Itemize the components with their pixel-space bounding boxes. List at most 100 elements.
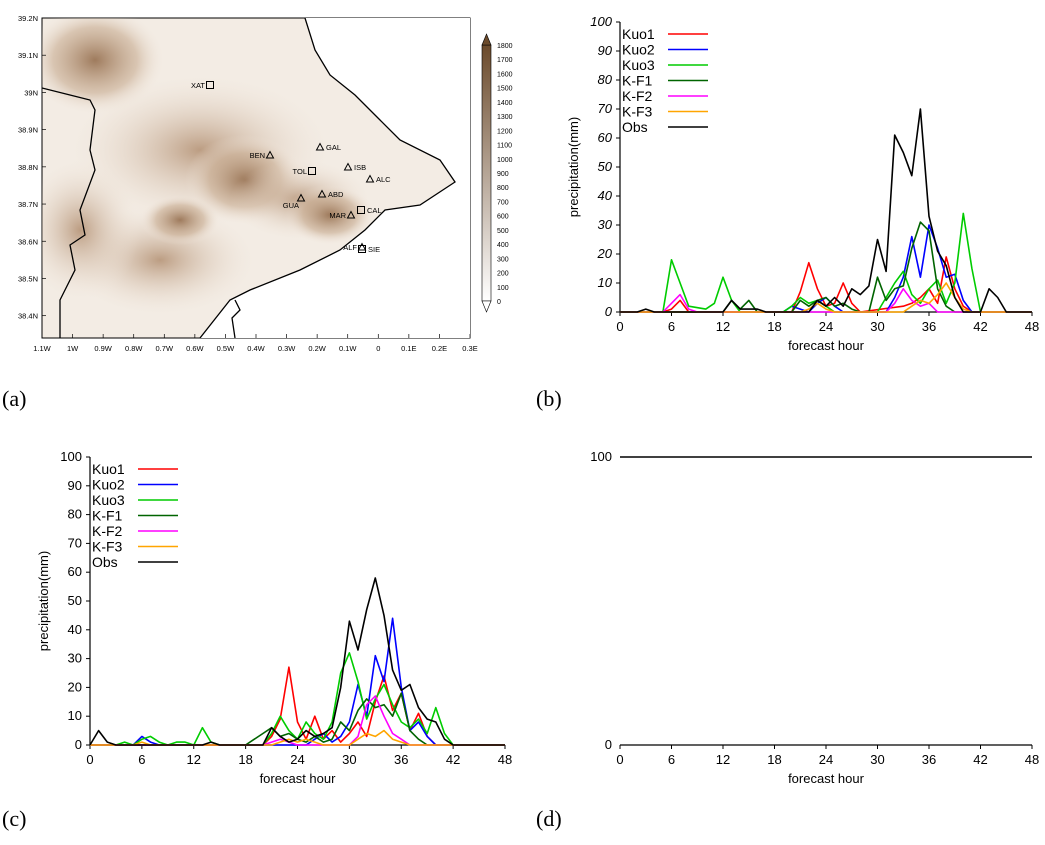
y-tick-label: 60	[598, 130, 613, 145]
panel-label-c: (c)	[2, 806, 27, 831]
colorbar-tick-label: 600	[497, 214, 509, 221]
x-tick-label: 24	[819, 319, 833, 334]
lon-tick-label: 1W	[67, 344, 79, 353]
x-tick-label: 6	[668, 319, 675, 334]
colorbar: 0 100 200 300 400 500 600 700 800 900 1000 1100 1200…	[481, 33, 513, 313]
station-label: ALC	[376, 175, 391, 184]
colorbar-tick-label: 700	[497, 199, 509, 206]
chart-c: 0 6 12 18 24 30 36 42 48 0 10 20 30 40 50 60 70 80 90 100 fo…	[36, 449, 512, 786]
x-tick-label: 42	[973, 752, 987, 767]
y-tick-label: 90	[598, 43, 613, 58]
legend-label: K-F1	[92, 508, 123, 524]
y-tick-label: 50	[68, 593, 82, 608]
lon-tick-label: 0.2W	[308, 344, 326, 353]
y-tick-label: 20	[597, 246, 613, 261]
legend-label: K-F2	[92, 523, 123, 539]
x-tick-label: 18	[238, 752, 252, 767]
x-tick-label: 0	[86, 752, 93, 767]
station-label: BEN	[250, 151, 265, 160]
y-tick-label: 0	[75, 737, 82, 752]
y-tick-label: 80	[68, 507, 82, 522]
lat-tick-label: 39.1N	[18, 51, 38, 60]
y-tick-label: 60	[68, 564, 82, 579]
station-square-marker	[358, 245, 366, 253]
terrain-shading	[42, 18, 470, 338]
x-tick-label: 30	[870, 752, 884, 767]
colorbar-tick-label: 800	[497, 185, 509, 192]
series-line-kuo2	[620, 224, 1032, 313]
x-tick-label: 48	[498, 752, 512, 767]
series-line-k-f2	[90, 695, 505, 746]
panel-label-d: (d)	[536, 806, 562, 831]
legend-label: Kuo3	[92, 492, 125, 508]
lat-tick-label: 38.7N	[18, 200, 38, 209]
coastline-borders	[42, 18, 456, 338]
y-tick-label: 90	[68, 478, 82, 493]
station-square-marker	[308, 167, 316, 175]
colorbar-tick-label: 0	[497, 299, 501, 306]
y-tick-label: 100	[590, 449, 612, 464]
y-tick-label: 40	[598, 188, 613, 203]
lon-tick-label: 0.2E	[432, 344, 447, 353]
lon-tick-label: 0.8W	[125, 344, 143, 353]
legend-label: K-F2	[622, 88, 653, 104]
lon-tick-label: 0.9W	[94, 344, 112, 353]
longitude-ticks: 1.1W 1W 0.9W 0.8W 0.7W 0.6W 0.5W 0.4W 0.3W 0.2W 0.…	[33, 334, 478, 353]
panel-d: 0 6 12 18 24 30 36 42 48 0 100 forecast hour (d)	[530, 440, 1045, 845]
colorbar-tick-label: 1800	[497, 43, 513, 50]
lon-tick-label: 1.1W	[33, 344, 51, 353]
colorbar-tick-label: 400	[497, 242, 509, 249]
lat-tick-label: 39N	[24, 88, 38, 97]
x-tick-label: 0	[616, 752, 623, 767]
y-tick-label: 30	[68, 651, 82, 666]
colorbar-tick-label: 200	[497, 271, 509, 278]
y-axis-label: precipitation(mm)	[566, 117, 581, 217]
legend-label: Kuo2	[622, 42, 655, 58]
y-tick-label: 10	[598, 275, 613, 290]
lon-tick-label: 0.7W	[156, 344, 174, 353]
x-axis-label: forecast hour	[260, 771, 337, 786]
x-tick-label: 48	[1025, 752, 1039, 767]
x-tick-label: 24	[290, 752, 304, 767]
legend-label: Kuo1	[92, 461, 125, 477]
y-tick-label: 40	[68, 622, 82, 637]
series-line-k-f1	[620, 221, 1032, 313]
x-tick-label: 12	[716, 752, 730, 767]
station-label: MAR	[329, 211, 346, 220]
station-label: XAT	[191, 81, 205, 90]
x-tick-label: 0	[616, 319, 623, 334]
colorbar-tick-label: 1200	[497, 128, 513, 135]
x-tick-label: 24	[819, 752, 833, 767]
legend-label: K-F1	[622, 73, 653, 89]
station-triangle-marker	[343, 162, 353, 171]
station-label: ISB	[354, 163, 366, 172]
x-axis-label: forecast hour	[788, 338, 865, 353]
y-tick-label: 50	[598, 159, 613, 174]
panel-c: 0 6 12 18 24 30 36 42 48 0 10 20 30 40 50 60 70 80 90 100 fo…	[0, 440, 520, 845]
x-tick-label: 6	[668, 752, 675, 767]
colorbar-tick-label: 1600	[497, 71, 513, 78]
series-line-obs	[89, 577, 505, 746]
station-square-marker	[206, 81, 214, 89]
y-tick-label: 70	[598, 101, 613, 116]
x-tick-label: 18	[767, 319, 781, 334]
lon-tick-label: 0	[376, 344, 380, 353]
station-square-marker	[357, 206, 365, 214]
station-label: SIE	[368, 245, 380, 254]
series-line-kuo2	[90, 617, 505, 746]
series-line-k-f2	[620, 287, 1032, 313]
x-tick-label: 6	[138, 752, 145, 767]
colorbar-tick-label: 1100	[497, 143, 512, 150]
station-label: CAL	[367, 206, 382, 215]
colorbar-tick-label: 1400	[497, 100, 513, 107]
x-tick-label: 36	[922, 319, 936, 334]
series-line-kuo1	[620, 256, 1032, 313]
y-tick-label: 20	[68, 679, 82, 694]
lon-tick-label: 0.1E	[401, 344, 416, 353]
panel-b: 0 6 12 18 24 30 36 42 48 0 10 20 30 40 50 60 70 80 90 100 fo…	[530, 0, 1045, 420]
station-label: GAL	[326, 143, 341, 152]
legend-label: Obs	[92, 554, 118, 570]
series-line-k-f1	[90, 692, 505, 746]
legend-label: Kuo1	[622, 26, 655, 42]
x-tick-label: 42	[446, 752, 460, 767]
